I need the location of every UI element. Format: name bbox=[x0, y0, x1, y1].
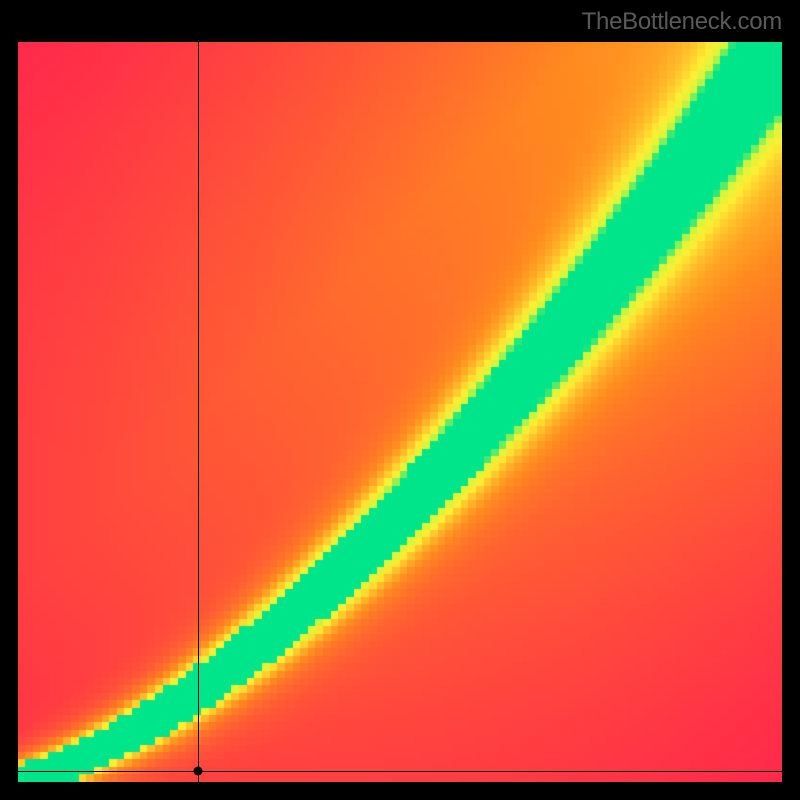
crosshair-horizontal-line bbox=[18, 771, 782, 772]
figure-container: TheBottleneck.com bbox=[0, 0, 800, 800]
heatmap-canvas bbox=[18, 42, 782, 782]
crosshair-marker-dot bbox=[193, 766, 202, 775]
heatmap-plot bbox=[18, 42, 782, 782]
watermark-text: TheBottleneck.com bbox=[582, 8, 782, 36]
crosshair-vertical-line bbox=[198, 42, 199, 782]
